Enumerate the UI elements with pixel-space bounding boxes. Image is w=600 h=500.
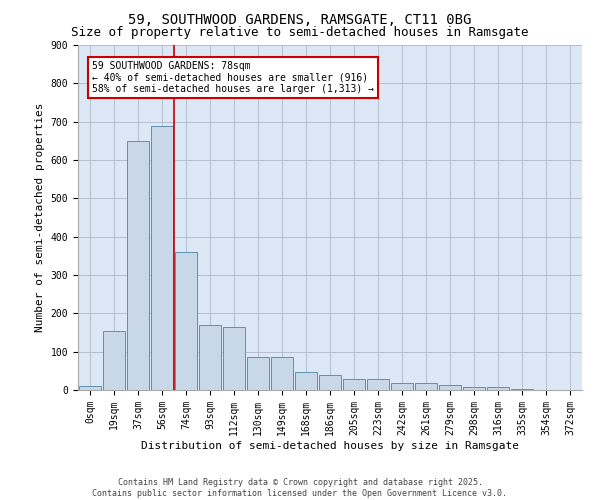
Bar (487, 387, 509, 390)
Bar (247, 358, 269, 390)
Bar (511, 389, 533, 390)
Bar (439, 385, 461, 390)
Bar (367, 378, 389, 390)
Bar (127, 141, 149, 390)
Bar (271, 358, 293, 390)
Text: 59, SOUTHWOOD GARDENS, RAMSGATE, CT11 0BG: 59, SOUTHWOOD GARDENS, RAMSGATE, CT11 0B… (128, 12, 472, 26)
Bar (391, 384, 413, 390)
Bar (463, 387, 485, 390)
X-axis label: Distribution of semi-detached houses by size in Ramsgate: Distribution of semi-detached houses by … (141, 440, 519, 450)
Bar (415, 384, 437, 390)
Bar (151, 126, 173, 390)
Bar (103, 330, 125, 390)
Bar (79, 386, 101, 390)
Bar (319, 374, 341, 390)
Y-axis label: Number of semi-detached properties: Number of semi-detached properties (35, 103, 45, 332)
Text: Size of property relative to semi-detached houses in Ramsgate: Size of property relative to semi-detach… (71, 26, 529, 39)
Bar (295, 372, 317, 390)
Text: 59 SOUTHWOOD GARDENS: 78sqm
← 40% of semi-detached houses are smaller (916)
58% : 59 SOUTHWOOD GARDENS: 78sqm ← 40% of sem… (92, 61, 374, 94)
Bar (343, 378, 365, 390)
Bar (223, 327, 245, 390)
Bar (199, 325, 221, 390)
Text: Contains HM Land Registry data © Crown copyright and database right 2025.
Contai: Contains HM Land Registry data © Crown c… (92, 478, 508, 498)
Bar (175, 252, 197, 390)
